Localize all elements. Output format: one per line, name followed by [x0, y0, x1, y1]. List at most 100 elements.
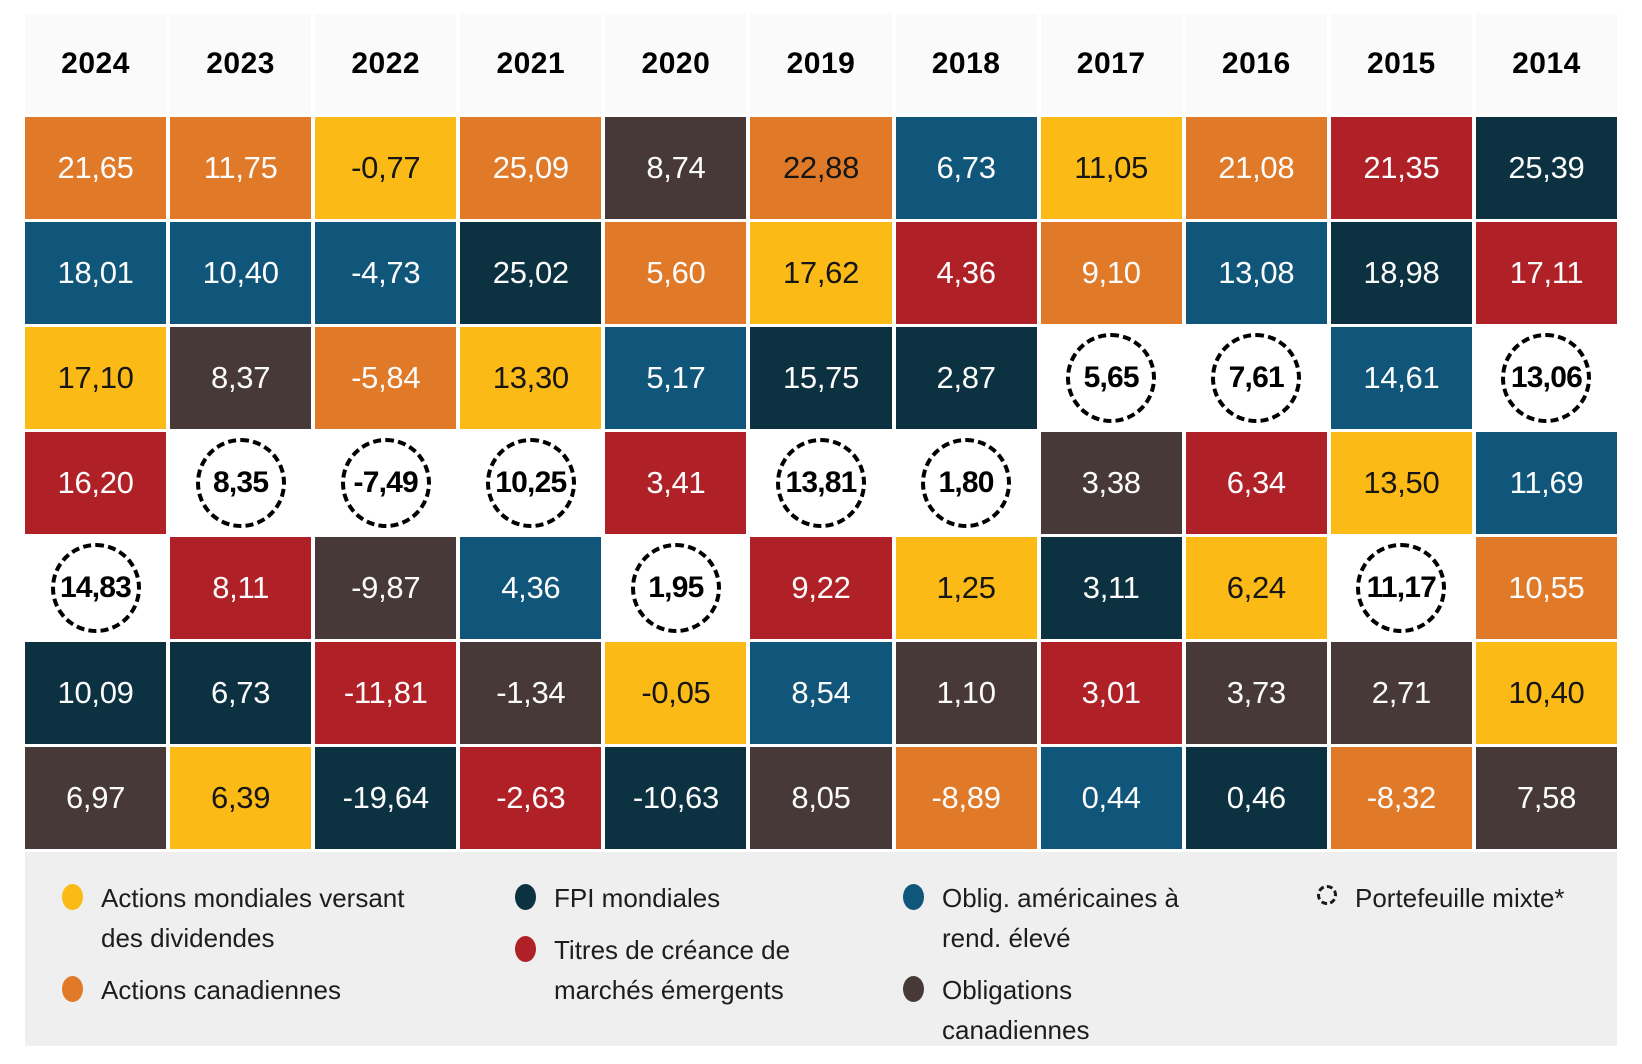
return-cell: 13,30: [460, 327, 602, 429]
return-cell: 17,10: [25, 327, 167, 429]
return-cell: 18,01: [25, 222, 167, 324]
return-cell: -5,84: [315, 327, 457, 429]
year-header: 2017: [1040, 14, 1182, 114]
mixed-portfolio-circle: 7,61: [1211, 333, 1302, 423]
brown-dot-icon: [903, 976, 924, 1002]
return-cell: 2,87: [895, 327, 1037, 429]
return-cell: 6,39: [170, 747, 312, 849]
red-dot-icon: [515, 936, 536, 962]
year-column-2015: 2015 21,35 18,98 14,61 13,50 11,17 2,71 -8,32: [1330, 14, 1472, 849]
return-cell: 10,55: [1475, 537, 1617, 639]
mixed-portfolio-circle: 13,81: [775, 438, 866, 528]
mixed-portfolio-circle: -7,49: [340, 438, 431, 528]
legend-label: Actions mondiales versant des dividendes: [101, 883, 405, 953]
legend-item: Oblig. américaines à rend. élevé: [903, 878, 1204, 958]
return-cell: 13,08: [1185, 222, 1327, 324]
return-cell: 21,08: [1185, 117, 1327, 219]
return-cell: -0,05: [605, 642, 747, 744]
return-cell: 14,61: [1330, 327, 1472, 429]
return-cell: 25,39: [1475, 117, 1617, 219]
return-cell: 16,20: [25, 432, 167, 534]
return-cell: -19,64: [315, 747, 457, 849]
return-cell: -4,73: [315, 222, 457, 324]
year-column-2022: 2022 -0,77 -4,73 -5,84 -7,49 -9,87 -11,81 -19,6…: [315, 14, 457, 849]
return-cell: -1,34: [460, 642, 602, 744]
return-cell: 22,88: [750, 117, 892, 219]
return-cell: 13,81: [750, 432, 892, 534]
year-header: 2020: [605, 14, 747, 114]
legend-column-1: Actions mondiales versant des dividendes…: [62, 878, 431, 1010]
orange-dot-icon: [62, 976, 83, 1002]
navy-dot-icon: [515, 884, 536, 910]
return-cell: 10,09: [25, 642, 167, 744]
returns-grid: 2024 21,65 18,01 17,10 16,20 14,83 10,09 6,97 20…: [25, 14, 1617, 849]
return-cell: 8,54: [750, 642, 892, 744]
return-cell: 14,83: [25, 537, 167, 639]
return-cell: 5,60: [605, 222, 747, 324]
return-cell: -11,81: [315, 642, 457, 744]
return-cell: 3,41: [605, 432, 747, 534]
year-header: 2023: [170, 14, 312, 114]
return-cell: -8,32: [1330, 747, 1472, 849]
return-cell: 6,97: [25, 747, 167, 849]
year-column-2020: 2020 8,74 5,60 5,17 3,41 1,95 -0,05 -10,63: [605, 14, 747, 849]
year-column-2019: 2019 22,88 17,62 15,75 13,81 9,22 8,54 8,05: [750, 14, 892, 849]
return-cell: 5,17: [605, 327, 747, 429]
return-cell: -9,87: [315, 537, 457, 639]
return-cell: 11,69: [1475, 432, 1617, 534]
year-header: 2015: [1330, 14, 1472, 114]
year-column-2021: 2021 25,09 25,02 13,30 10,25 4,36 -1,34 -2,63: [460, 14, 602, 849]
return-cell: 1,80: [895, 432, 1037, 534]
return-cell: 8,05: [750, 747, 892, 849]
return-cell: -10,63: [605, 747, 747, 849]
return-cell: 8,37: [170, 327, 312, 429]
legend: Actions mondiales versant des dividendes…: [25, 852, 1617, 1046]
return-cell: 11,05: [1040, 117, 1182, 219]
legend-item: Obligations canadiennes: [903, 970, 1204, 1050]
return-cell: -7,49: [315, 432, 457, 534]
legend-item: FPI mondiales: [515, 878, 824, 918]
return-cell: 0,46: [1185, 747, 1327, 849]
return-cell: 17,62: [750, 222, 892, 324]
year-header: 2021: [460, 14, 602, 114]
return-cell: 6,73: [895, 117, 1037, 219]
legend-label: Oblig. américaines à rend. élevé: [942, 883, 1179, 953]
year-header: 2018: [895, 14, 1037, 114]
return-cell: 4,36: [895, 222, 1037, 324]
return-cell: 8,74: [605, 117, 747, 219]
legend-item: Titres de créance de marchés émergents: [515, 930, 824, 1010]
legend-label: Portefeuille mixte*: [1355, 883, 1565, 913]
year-header: 2014: [1475, 14, 1617, 114]
return-cell: 6,34: [1185, 432, 1327, 534]
return-cell: 10,25: [460, 432, 602, 534]
dashed-circle-icon: [1317, 885, 1337, 905]
return-cell: 1,10: [895, 642, 1037, 744]
return-cell: 15,75: [750, 327, 892, 429]
mixed-portfolio-circle: 14,83: [50, 543, 141, 633]
legend-label: Titres de créance de marchés émergents: [554, 935, 791, 1005]
return-cell: 10,40: [170, 222, 312, 324]
return-cell: 3,11: [1040, 537, 1182, 639]
year-column-2023: 2023 11,75 10,40 8,37 8,35 8,11 6,73 6,39: [170, 14, 312, 849]
return-cell: 8,35: [170, 432, 312, 534]
return-cell: 2,71: [1330, 642, 1472, 744]
return-cell: 7,58: [1475, 747, 1617, 849]
year-column-2014: 2014 25,39 17,11 13,06 11,69 10,55 10,40 7,58: [1475, 14, 1617, 849]
return-cell: 11,17: [1330, 537, 1472, 639]
return-cell: 25,09: [460, 117, 602, 219]
legend-item: Actions canadiennes: [62, 970, 431, 1010]
legend-column-2: FPI mondiales Titres de créance de march…: [515, 878, 824, 1010]
return-cell: 10,40: [1475, 642, 1617, 744]
return-cell: 13,50: [1330, 432, 1472, 534]
return-cell: 13,06: [1475, 327, 1617, 429]
year-header: 2019: [750, 14, 892, 114]
mixed-portfolio-circle: 13,06: [1501, 333, 1592, 423]
mixed-portfolio-circle: 5,65: [1066, 333, 1157, 423]
year-column-2017: 2017 11,05 9,10 5,65 3,38 3,11 3,01 0,44: [1040, 14, 1182, 849]
return-cell: 11,75: [170, 117, 312, 219]
return-cell: 1,25: [895, 537, 1037, 639]
yellow-dot-icon: [62, 884, 83, 910]
return-cell: -0,77: [315, 117, 457, 219]
return-cell: 0,44: [1040, 747, 1182, 849]
